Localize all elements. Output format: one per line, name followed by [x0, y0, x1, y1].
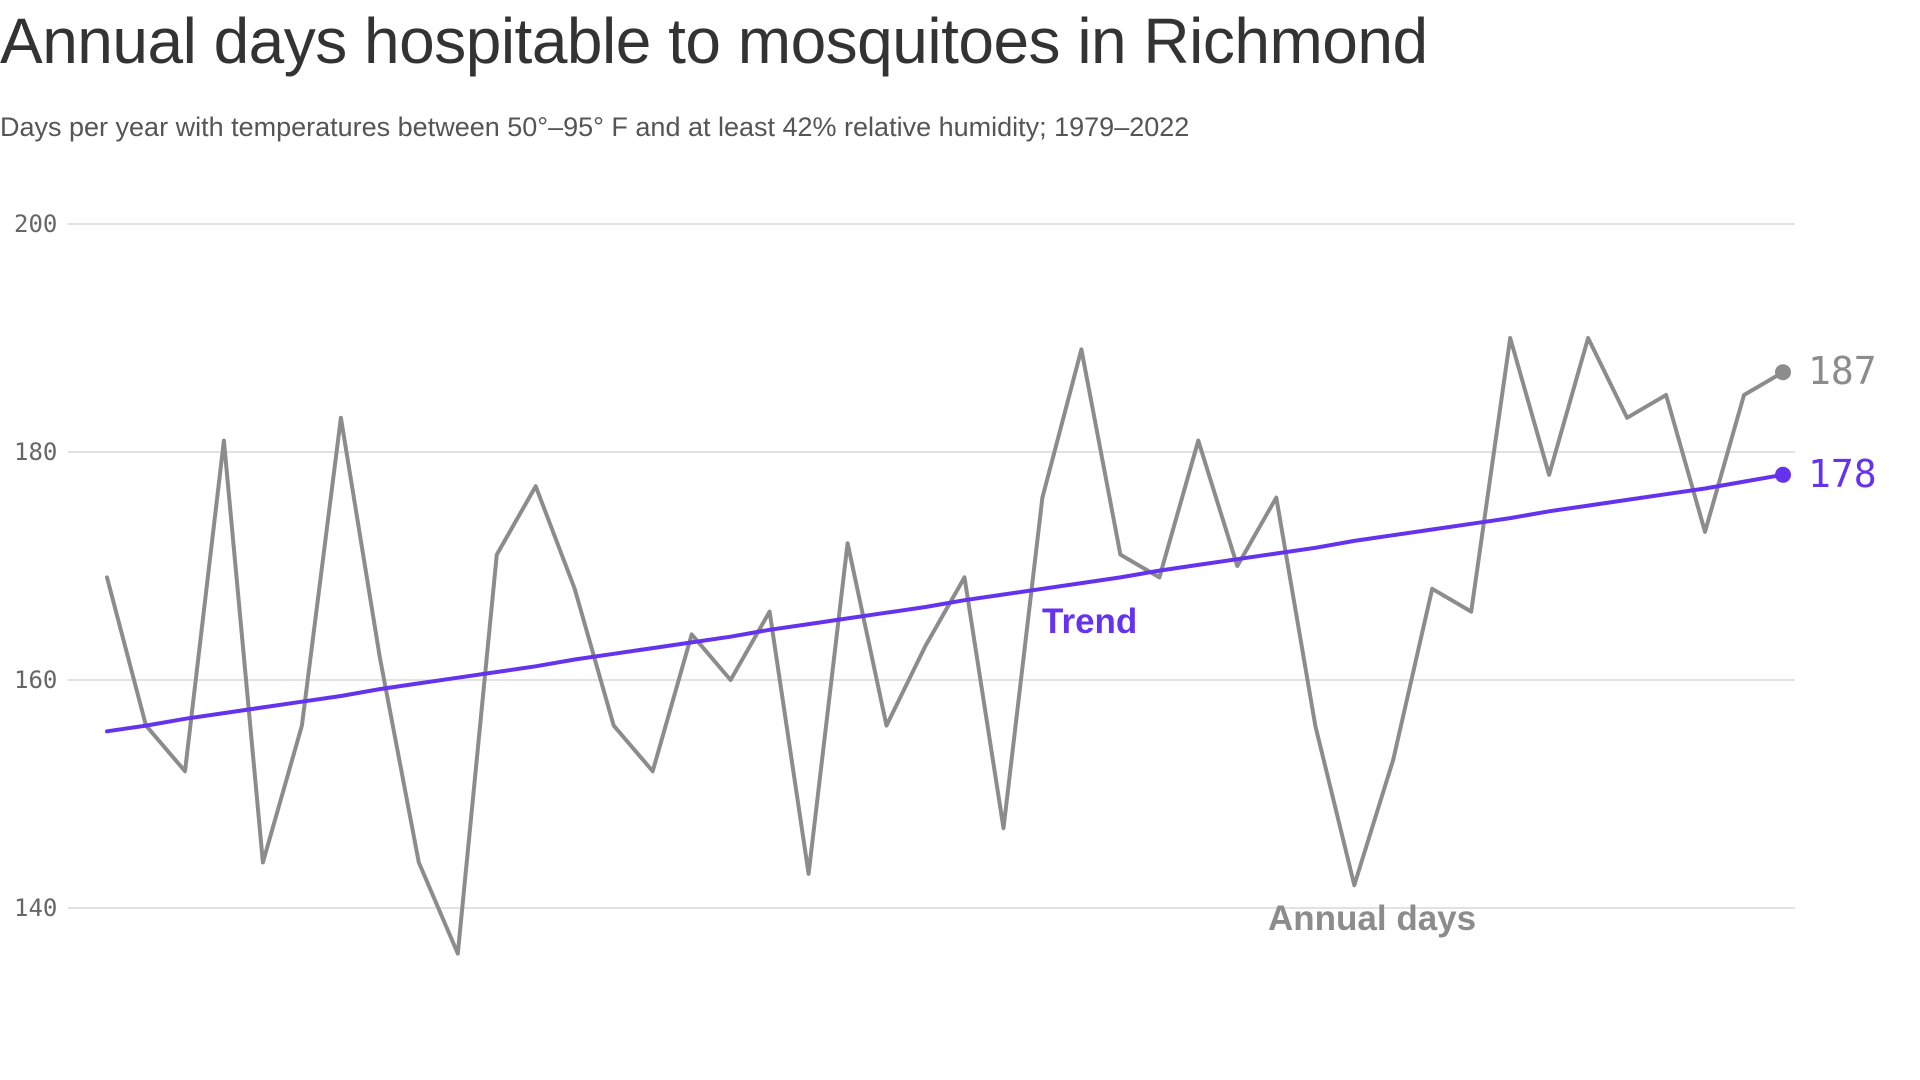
series-line-annual-days — [105, 336, 1785, 956]
series-points — [1775, 364, 1791, 483]
series-lines — [105, 336, 1785, 956]
y-tick-label-200: 200 — [14, 210, 57, 238]
series-label-annual-days: Annual days — [1268, 899, 1476, 938]
chart-title: Annual days hospitable to mosquitoes in … — [0, 5, 1428, 77]
y-tick-label-140: 140 — [14, 894, 57, 922]
grid-lines — [68, 223, 1795, 909]
series-label-trend: Trend — [1042, 602, 1137, 641]
end-point-trend — [1775, 466, 1791, 483]
y-tick-label-160: 160 — [14, 666, 57, 694]
end-value-label-trend: 178 — [1808, 452, 1877, 496]
y-tick-label-180: 180 — [14, 438, 57, 466]
series-line-trend — [105, 472, 1785, 734]
end-value-label-annual-days: 187 — [1808, 349, 1877, 393]
end-point-annual-days — [1775, 364, 1791, 381]
chart-subtitle: Days per year with temperatures between … — [0, 112, 1190, 142]
y-axis-ticks: 140 160 180 200 — [14, 210, 57, 922]
